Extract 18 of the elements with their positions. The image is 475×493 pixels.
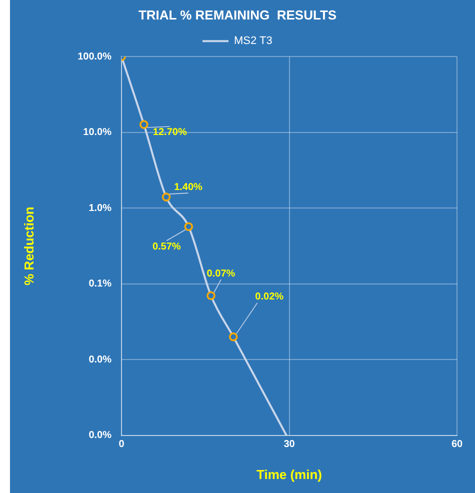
y-tick-label: 1.0% (88, 202, 112, 214)
y-tick-label: 10.0% (83, 127, 112, 138)
y-tick-label: 0.1% (88, 278, 112, 290)
x-tick-label: 30 (284, 439, 296, 450)
data-label: 12.70% (152, 127, 187, 138)
data-label: 1.40% (174, 182, 203, 193)
y-tick-label: 100.0% (78, 51, 112, 62)
x-tick-label: 60 (451, 439, 463, 450)
data-label: 0.07% (206, 268, 236, 280)
y-axis-title: % Reduction (21, 206, 36, 286)
legend-label: MS2 T3 (234, 35, 272, 48)
data-label: 0.57% (152, 241, 181, 252)
x-axis-title: Time (min) (256, 466, 322, 482)
data-label: 0.02% (255, 292, 284, 303)
y-tick-label: 0.0% (88, 430, 112, 442)
chart-title: TRIAL % REMAINING RESULTS (138, 7, 337, 22)
y-tick-label: 0.0% (88, 354, 112, 366)
x-tick-label: 0 (118, 439, 125, 450)
